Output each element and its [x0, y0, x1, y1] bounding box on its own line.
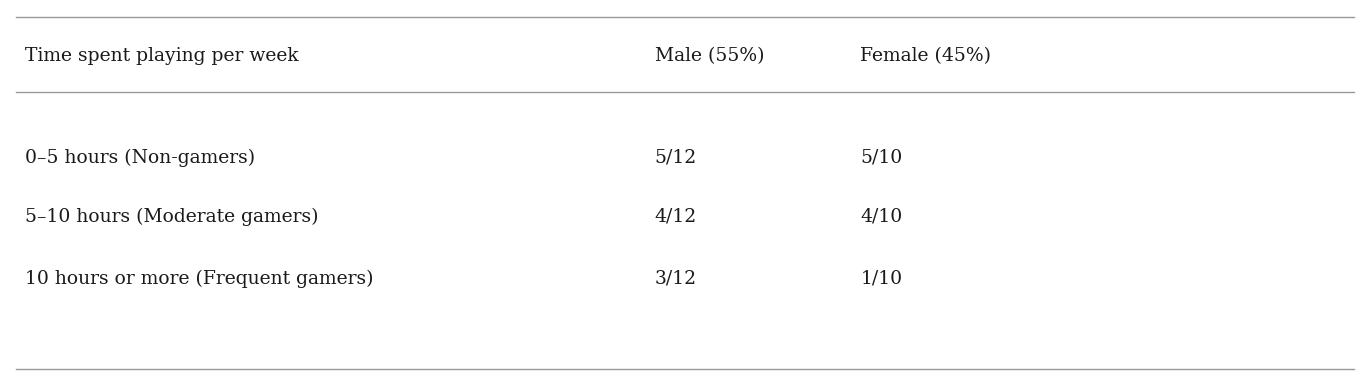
- Text: 1/10: 1/10: [860, 270, 903, 287]
- Text: 5/12: 5/12: [655, 149, 697, 166]
- Text: Female (45%): Female (45%): [860, 47, 992, 65]
- Text: 5–10 hours (Moderate gamers): 5–10 hours (Moderate gamers): [25, 208, 318, 226]
- Text: 4/12: 4/12: [655, 208, 697, 226]
- Text: 4/10: 4/10: [860, 208, 903, 226]
- Text: 10 hours or more (Frequent gamers): 10 hours or more (Frequent gamers): [25, 269, 373, 288]
- Text: 5/10: 5/10: [860, 149, 903, 166]
- Text: Male (55%): Male (55%): [655, 47, 764, 65]
- Text: 0–5 hours (Non-gamers): 0–5 hours (Non-gamers): [25, 148, 255, 167]
- Text: 3/12: 3/12: [655, 270, 697, 287]
- Text: Time spent playing per week: Time spent playing per week: [25, 47, 299, 65]
